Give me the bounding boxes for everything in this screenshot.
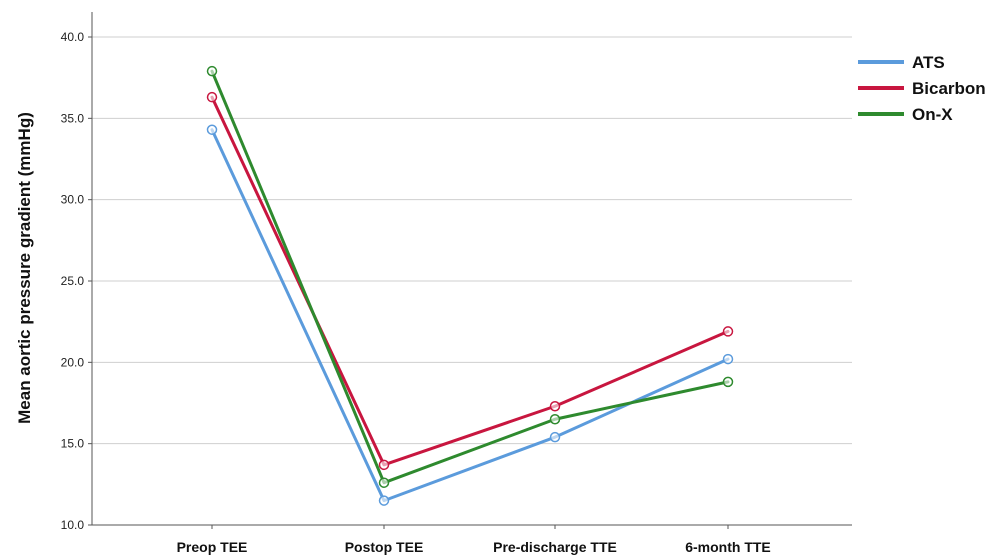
y-tick-label: 30.0 xyxy=(61,193,85,207)
y-tick-label: 20.0 xyxy=(61,355,85,369)
legend-label: On-X xyxy=(912,105,953,124)
x-category-label: Postop TEE xyxy=(345,539,424,555)
series-on-x xyxy=(206,65,734,488)
series-line xyxy=(210,69,730,485)
x-category-label: Preop TEE xyxy=(177,539,248,555)
data-point xyxy=(722,376,734,388)
y-axis-title: Mean aortic pressure gradient (mmHg) xyxy=(15,112,34,424)
x-category-label: 6-month TTE xyxy=(685,539,771,555)
data-point xyxy=(378,459,390,471)
y-tick-label: 15.0 xyxy=(61,437,85,451)
legend-label: ATS xyxy=(912,53,945,72)
data-point xyxy=(378,495,390,506)
series-lines xyxy=(206,65,734,506)
legend: ATS Bicarbon On-X xyxy=(858,53,986,124)
y-tick-label: 10.0 xyxy=(61,518,85,532)
y-tick-label: 25.0 xyxy=(61,274,85,288)
data-point xyxy=(206,65,218,77)
data-point xyxy=(549,414,561,425)
y-tick-labels: 10.0 15.0 20.0 25.0 30.0 35.0 40.0 xyxy=(61,30,92,532)
series-line xyxy=(210,128,730,503)
x-category-labels: Preop TEE Postop TEE Pre-discharge TTE 6-mo… xyxy=(177,525,771,555)
data-point xyxy=(722,353,734,365)
x-category-label: Pre-discharge TTE xyxy=(493,539,617,555)
y-tick-label: 40.0 xyxy=(61,30,85,44)
data-point xyxy=(722,326,734,337)
axes xyxy=(91,12,852,526)
series-ats xyxy=(206,124,734,506)
data-point xyxy=(549,431,561,443)
legend-label: Bicarbon xyxy=(912,79,986,98)
series-bicarbon xyxy=(206,91,734,471)
data-point xyxy=(549,401,561,412)
gridlines xyxy=(92,36,852,445)
data-point xyxy=(206,91,218,103)
y-tick-label: 35.0 xyxy=(61,111,85,125)
data-point xyxy=(378,477,390,488)
series-line xyxy=(210,95,730,467)
data-point xyxy=(206,124,218,135)
